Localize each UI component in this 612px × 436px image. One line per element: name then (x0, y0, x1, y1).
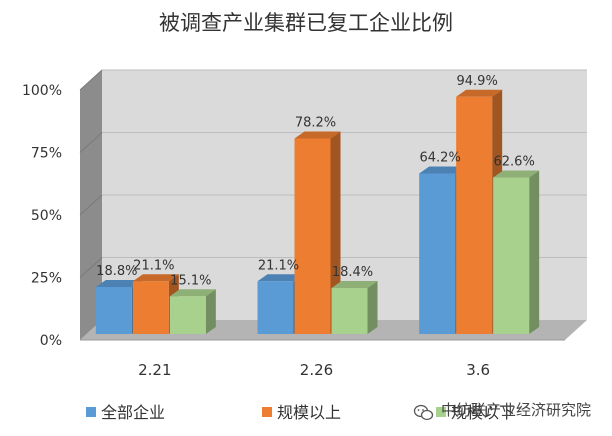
y-axis: 0% 25% 50% 75% 100% (22, 83, 62, 349)
bar-top (331, 281, 378, 288)
bar-top (132, 274, 179, 282)
bar-side (529, 170, 540, 334)
wechat-icon (413, 404, 434, 421)
bar (294, 131, 341, 334)
bar-front (294, 138, 331, 334)
data-label: 18.8% (96, 264, 137, 279)
bar (331, 281, 378, 334)
data-label: 15.1% (170, 273, 211, 288)
y-tick-label: 50% (31, 208, 62, 224)
bar-series (95, 89, 540, 334)
legend-item: 规模以上 (262, 403, 341, 422)
data-label: 78.2% (295, 116, 336, 131)
data-label: 21.1% (133, 258, 174, 273)
gridline-side (79, 69, 103, 91)
legend-swatch (436, 407, 446, 417)
legend: 全部企业 规模以上 规模以下 (86, 403, 515, 422)
x-tick-label: 2.26 (300, 361, 333, 379)
x-axis: 2.21 2.26 3.6 (138, 361, 490, 379)
bar-top (456, 89, 503, 97)
y-tick-label: 75% (31, 146, 62, 162)
bar-front (419, 173, 456, 334)
bar-top (294, 131, 341, 139)
bar-top (257, 274, 304, 282)
y-tick-label: 100% (22, 83, 62, 99)
bar-side (367, 281, 378, 334)
bar-front (95, 287, 132, 334)
gridline-side (79, 194, 103, 216)
legend-label: 规模以下 (451, 403, 515, 422)
data-label: 94.9% (457, 74, 498, 89)
legend-swatch (262, 407, 272, 417)
watermark-text: 中纺联产业经济研究院 (441, 401, 591, 419)
bar-side (205, 289, 216, 334)
gridline-side (79, 132, 103, 153)
data-label: 64.2% (420, 151, 461, 166)
gridline-side (79, 257, 103, 278)
y-tick-label: 25% (31, 271, 62, 287)
bar-front (331, 288, 368, 334)
bar-front (257, 281, 294, 334)
bar-front (169, 296, 206, 334)
bar-front (456, 96, 493, 334)
data-label: 62.6% (494, 155, 535, 170)
bar-front (493, 177, 530, 334)
legend-swatch (86, 407, 96, 417)
bar-top (169, 289, 216, 297)
y-tick-label: 0% (40, 333, 62, 349)
x-tick-label: 3.6 (466, 361, 490, 379)
bar-top (95, 280, 142, 287)
chart-title: 被调查产业集群已复工企业比例 (159, 11, 453, 35)
legend-label: 规模以上 (277, 403, 341, 422)
bar-side (330, 131, 341, 334)
data-label: 18.4% (332, 265, 373, 280)
bar-top (493, 170, 540, 178)
data-label: 21.1% (258, 258, 299, 273)
legend-item: 规模以下 (436, 403, 515, 422)
legend-label: 全部企业 (101, 403, 165, 422)
bar-front (132, 281, 169, 334)
bar (169, 289, 216, 334)
bar-top (419, 166, 466, 174)
x-tick-label: 2.21 (138, 361, 171, 379)
watermark: 中纺联产业经济研究院 (413, 401, 591, 421)
data-labels: 18.8%21.1%15.1%21.1%78.2%18.4%64.2%94.9%… (96, 74, 535, 289)
bar (493, 170, 540, 334)
legend-item: 全部企业 (86, 403, 165, 422)
